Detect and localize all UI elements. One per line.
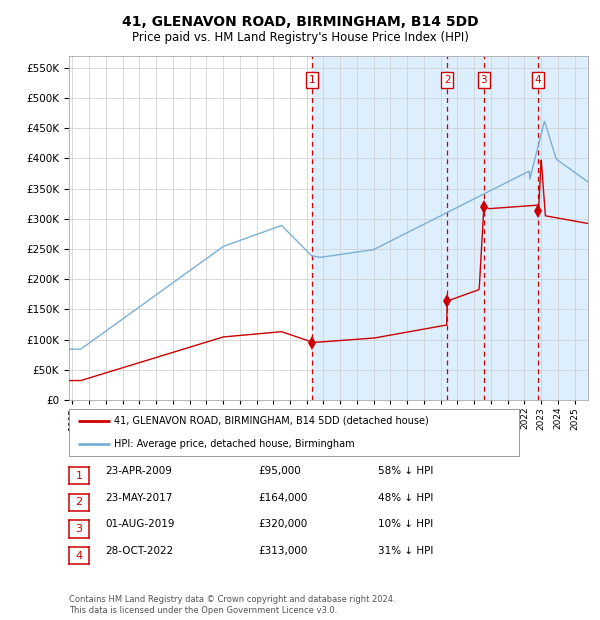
Text: £95,000: £95,000	[258, 466, 301, 476]
Text: HPI: Average price, detached house, Birmingham: HPI: Average price, detached house, Birm…	[114, 439, 355, 449]
Text: 41, GLENAVON ROAD, BIRMINGHAM, B14 5DD: 41, GLENAVON ROAD, BIRMINGHAM, B14 5DD	[122, 16, 478, 30]
Text: 1: 1	[308, 75, 315, 85]
Text: 3: 3	[76, 524, 82, 534]
Text: £164,000: £164,000	[258, 492, 307, 503]
Text: 48% ↓ HPI: 48% ↓ HPI	[378, 492, 433, 503]
Text: 2: 2	[444, 75, 451, 85]
Bar	[312, 56, 588, 400]
Text: Contains HM Land Registry data © Crown copyright and database right 2024.: Contains HM Land Registry data © Crown c…	[69, 595, 395, 604]
Text: Price paid vs. HM Land Registry's House Price Index (HPI): Price paid vs. HM Land Registry's House …	[131, 31, 469, 44]
Text: 23-MAY-2017: 23-MAY-2017	[105, 492, 172, 503]
Text: 1: 1	[76, 471, 82, 480]
Text: 23-APR-2009: 23-APR-2009	[105, 466, 172, 476]
Text: 31% ↓ HPI: 31% ↓ HPI	[378, 546, 433, 556]
Text: This data is licensed under the Open Government Licence v3.0.: This data is licensed under the Open Gov…	[69, 606, 337, 615]
Text: £313,000: £313,000	[258, 546, 307, 556]
Text: 58% ↓ HPI: 58% ↓ HPI	[378, 466, 433, 476]
Text: 28-OCT-2022: 28-OCT-2022	[105, 546, 173, 556]
Text: 10% ↓ HPI: 10% ↓ HPI	[378, 519, 433, 529]
Text: 3: 3	[481, 75, 487, 85]
Text: £320,000: £320,000	[258, 519, 307, 529]
Text: 4: 4	[76, 551, 82, 560]
Text: 01-AUG-2019: 01-AUG-2019	[105, 519, 175, 529]
Text: 2: 2	[76, 497, 82, 507]
Text: 41, GLENAVON ROAD, BIRMINGHAM, B14 5DD (detached house): 41, GLENAVON ROAD, BIRMINGHAM, B14 5DD (…	[114, 416, 429, 426]
Text: 4: 4	[535, 75, 541, 85]
